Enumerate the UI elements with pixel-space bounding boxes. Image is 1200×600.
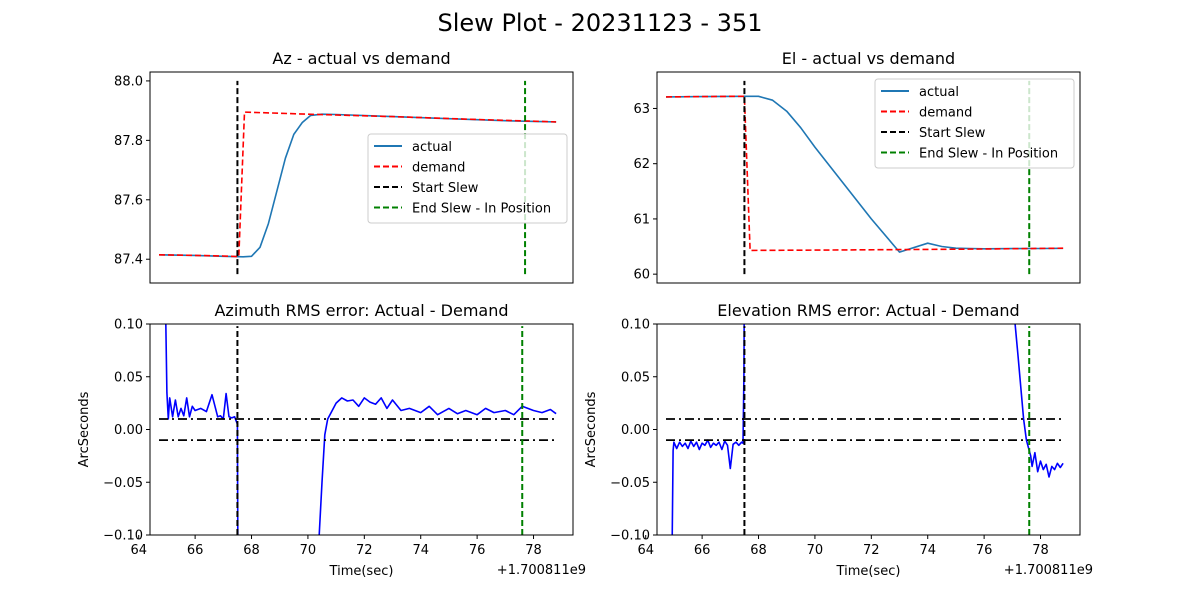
plot-area [158,80,557,275]
x-tick-label: 78 [525,543,542,558]
x-tick-label: 72 [356,543,373,558]
x-tick-label: 68 [243,543,260,558]
legend-label: End Slew - In Position [919,147,1058,162]
series-line-demand [158,111,557,258]
y-tick-label: 0.05 [114,370,143,385]
x-tick-label: 74 [412,543,429,558]
y-tick-label: −0.10 [103,529,143,544]
x-tick-label: 76 [976,543,993,558]
x-tick-label: 70 [300,543,317,558]
plot-frame [149,323,574,536]
legend-label: Start Slew [919,126,986,141]
plot-area [159,324,557,535]
plot-frame [656,71,1081,284]
plot-area [666,324,1064,535]
y-tick-label: 61 [633,212,650,227]
chart-title: El - actual vs demand [782,49,955,68]
x-axis-label: Time(sec) [329,564,394,579]
x-tick-label: 72 [863,543,880,558]
y-tick-label: 87.8 [114,134,143,149]
legend: actual demand Start Slew End Slew - In Posi… [874,78,1075,169]
legend-label: demand [919,106,972,121]
y-tick-label: 87.4 [114,253,143,268]
series-line-error-0 [671,324,745,535]
y-tick-label: 0.00 [621,423,650,438]
chart-title: Azimuth RMS error: Actual - Demand [214,301,508,320]
y-axis-label: ArcSeconds [77,391,92,467]
chart-title: Elevation RMS error: Actual - Demand [717,301,1019,320]
legend-label: demand [412,161,465,176]
y-axis-label: ArcSeconds [584,391,599,467]
series-line-error-0 [165,324,239,535]
y-tick-label: 0.05 [621,370,650,385]
legend-box [367,133,568,224]
y-tick-label: 0.00 [114,423,143,438]
chart-title: Az - actual vs demand [272,49,450,68]
chart-panel: Azimuth RMS error: Actual - Demand −0.10 −… [77,301,586,579]
legend: actual demand Start Slew End Slew - In Posi… [367,133,568,224]
x-offset-label: +1.700811e9 [497,563,586,578]
y-tick-label: 0.10 [114,318,143,333]
y-tick-label: 60 [633,268,650,283]
plot-frame [656,323,1081,536]
x-tick-label: 64 [637,543,654,558]
x-tick-label: 66 [694,543,711,558]
plot-area [665,80,1064,275]
x-tick-label: 74 [919,543,936,558]
y-tick-label: 62 [633,157,650,172]
y-tick-label: −0.05 [610,476,650,491]
legend-label: Start Slew [412,181,479,196]
chart-panel: Az - actual vs demand 87.4 87.6 87.8 88.0 act… [114,49,574,284]
x-tick-label: 66 [187,543,204,558]
series-line-error-1 [1014,324,1064,478]
chart-panel: Elevation RMS error: Actual - Demand −0.1… [584,301,1093,579]
x-tick-label: 76 [469,543,486,558]
series-line-error-1 [318,397,557,535]
x-tick-label: 68 [750,543,767,558]
legend-box [874,78,1075,169]
y-tick-label: 87.6 [114,193,143,208]
y-tick-label: 88.0 [114,74,143,89]
series-line-actual [665,95,1064,253]
x-tick-label: 64 [130,543,147,558]
plot-frame [149,71,574,284]
x-offset-label: +1.700811e9 [1004,563,1093,578]
legend-label: actual [412,140,452,155]
legend-label: actual [919,85,959,100]
x-tick-label: 70 [807,543,824,558]
x-axis-label: Time(sec) [836,564,901,579]
y-tick-label: −0.05 [103,476,143,491]
series-line-demand [665,95,1064,252]
legend-label: End Slew - In Position [412,202,551,217]
chart-panel: El - actual vs demand 60 61 62 63 actual deman… [633,49,1081,284]
y-tick-label: −0.10 [610,529,650,544]
y-tick-label: 63 [633,102,650,117]
figure-title: Slew Plot - 20231123 - 351 [438,9,763,37]
x-tick-label: 78 [1032,543,1049,558]
y-tick-label: 0.10 [621,318,650,333]
